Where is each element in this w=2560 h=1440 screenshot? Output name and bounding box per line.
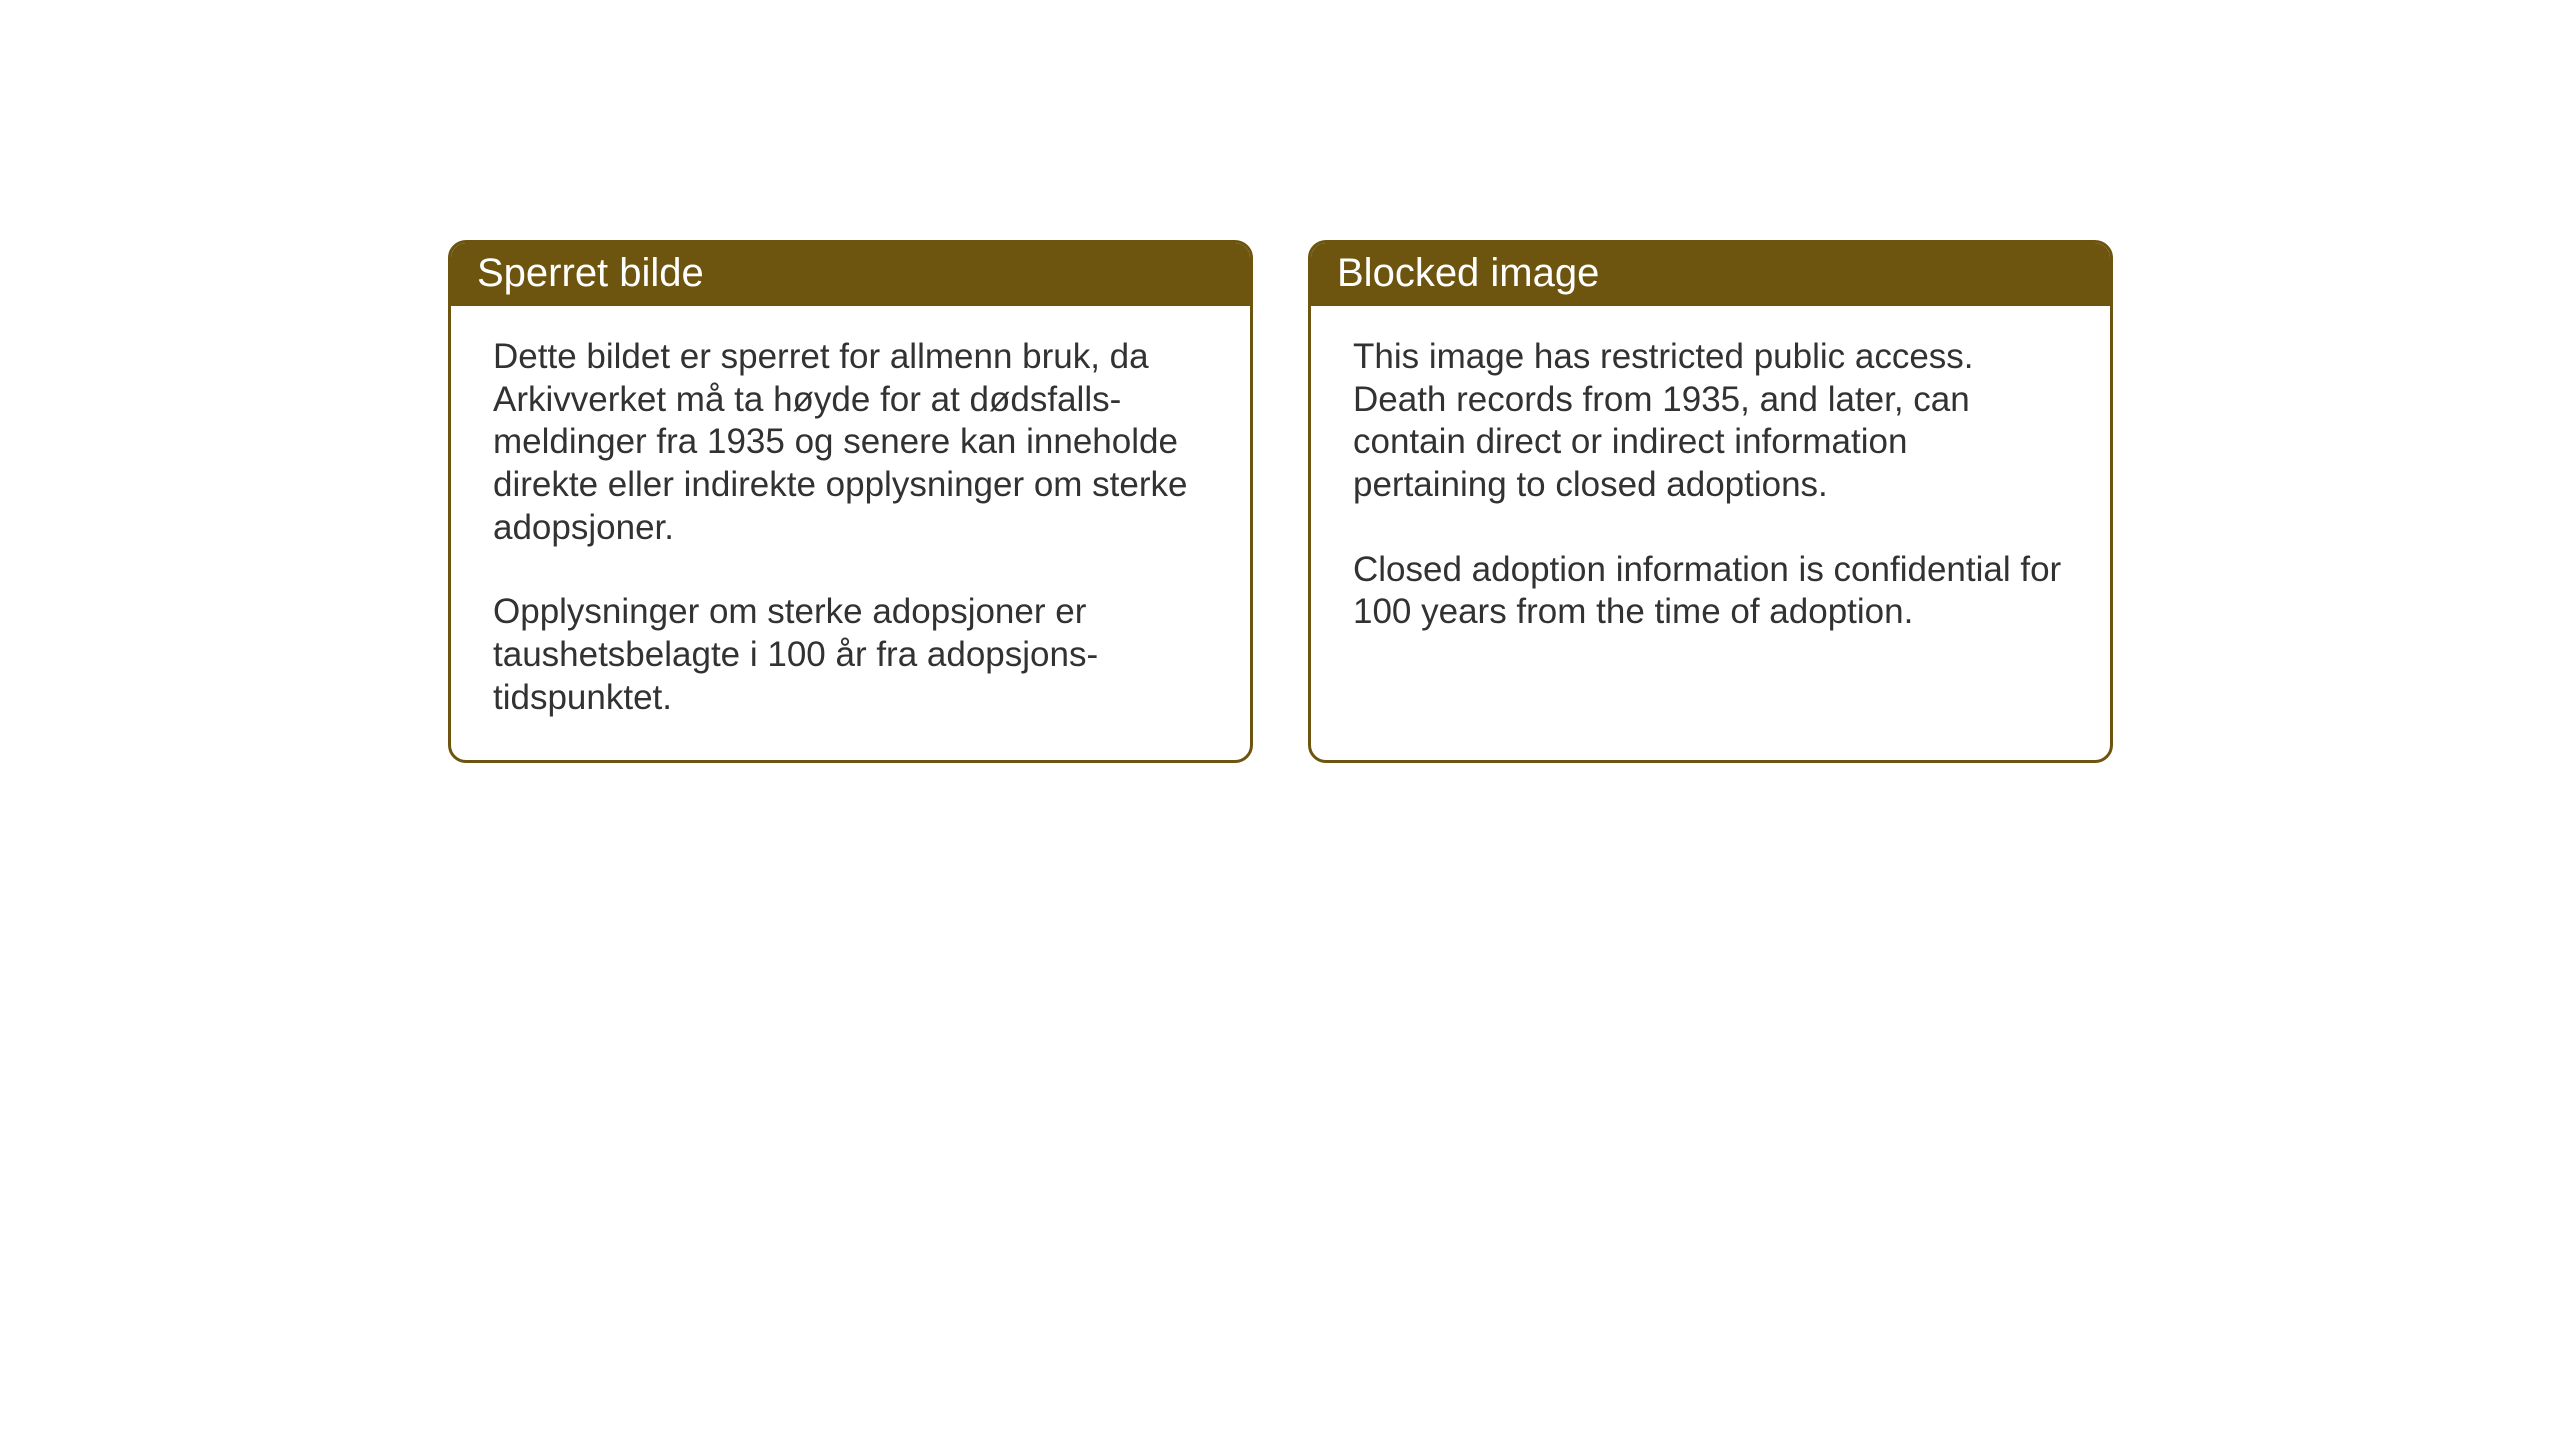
cards-container: Sperret bilde Dette bildet er sperret fo… [448,240,2113,763]
paragraph-norwegian-2: Opplysninger om sterke adopsjoner er tau… [493,591,1208,719]
paragraph-english-1: This image has restricted public access.… [1353,336,2068,507]
card-header-english: Blocked image [1311,243,2110,306]
card-english: Blocked image This image has restricted … [1308,240,2113,763]
card-header-norwegian: Sperret bilde [451,243,1250,306]
card-norwegian: Sperret bilde Dette bildet er sperret fo… [448,240,1253,763]
paragraph-norwegian-1: Dette bildet er sperret for allmenn bruk… [493,336,1208,549]
card-body-english: This image has restricted public access.… [1311,306,2110,674]
paragraph-english-2: Closed adoption information is confident… [1353,549,2068,634]
card-body-norwegian: Dette bildet er sperret for allmenn bruk… [451,306,1250,760]
